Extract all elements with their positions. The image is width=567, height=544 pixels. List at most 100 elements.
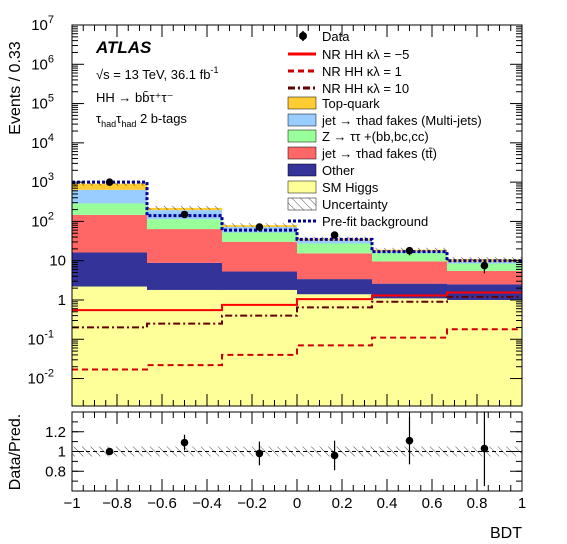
y-tick-label-0: 107 xyxy=(31,14,54,34)
ratio-y-label: Data/Pred. xyxy=(7,414,24,490)
bar-2-0 xyxy=(72,214,147,253)
legend-item-multijet: jet → τhad fakes (Multi-jets) xyxy=(287,113,482,128)
legend-label: jet → τhad fakes (tt̄) xyxy=(321,146,437,161)
ratio-panel: 0.811.2−1 −0.8 −0.6 −0.4 −0.2 0 0.2 0.4 0.6 0.8 1 … xyxy=(7,411,526,542)
bar-3-1 xyxy=(146,219,223,230)
legend-item-kl-1: NR HH κλ = 1 xyxy=(288,64,402,79)
x-tick-label-8: 0.6 xyxy=(422,495,443,512)
legend-label: NR HH κλ = 1 xyxy=(322,64,402,79)
data-point-4 xyxy=(405,246,414,255)
legend-label: Pre-fit background xyxy=(322,214,428,229)
x-tick-label-4: −0.2 xyxy=(237,495,267,512)
x-tick-label-0: −1 xyxy=(63,495,80,512)
legend-item-uncertainty: Uncertainty xyxy=(287,197,388,212)
bar-5-0 xyxy=(72,183,147,190)
bar-0-1 xyxy=(146,289,223,406)
bar-3-0 xyxy=(72,203,147,215)
y-tick-label-3: 104 xyxy=(31,132,54,152)
data-point-1 xyxy=(180,210,189,219)
background-stack xyxy=(72,183,522,406)
legend-label: Z → ττ +(bb,bc,cc) xyxy=(322,129,429,144)
signal-line-0 xyxy=(72,291,522,312)
ratio-y-tick-label-0: 0.8 xyxy=(45,463,66,480)
process-label: HH → bb̄τ⁺τ⁻ xyxy=(96,90,173,105)
bar-2-4 xyxy=(371,261,448,284)
x-tick-label-1: −0.8 xyxy=(102,495,132,512)
legend: Data NR HH κλ = −5 NR HH κλ = 1 NR HH κλ… xyxy=(287,29,482,229)
y-tick-label-6: 10 xyxy=(49,253,66,270)
bar-3-4 xyxy=(371,253,448,262)
ratio-y-tick-label-2: 1.2 xyxy=(45,424,66,441)
bar-1-2 xyxy=(222,271,297,290)
x-tick-label-6: 0.2 xyxy=(332,495,353,512)
ratio-point-2 xyxy=(255,449,264,458)
legend-item-data: Data xyxy=(299,29,350,44)
bar-4-3 xyxy=(297,240,372,244)
ratio-axis-ticks: 0.8 1 1.2 −1 −0.8 −0.6 −0.4 −0.2 0 0.2 0.4 0.6 0.8 1 xyxy=(45,412,526,512)
ratio-points xyxy=(105,412,489,487)
unc-5 xyxy=(447,257,522,262)
y-tick-label-7: 1 xyxy=(58,292,66,309)
legend-item-top: Top-quark xyxy=(287,96,380,111)
legend-item-ttbar-fakes: jet → τhad fakes (tt̄) xyxy=(287,146,437,161)
legend-label: Other xyxy=(322,163,355,178)
main-frame xyxy=(71,24,523,407)
bar-3-2 xyxy=(222,232,297,242)
x-tick-label-7: 0.4 xyxy=(377,495,398,512)
atlas-brand: ATLAS xyxy=(95,38,152,57)
x-tick-label-5: 0 xyxy=(293,495,301,512)
legend-label: jet → τhad fakes (Multi-jets) xyxy=(321,113,482,128)
energy-label: √s = 13 TeV, 36.1 fb-1 xyxy=(96,65,219,82)
signal-line-2 xyxy=(72,295,522,329)
prefit-line xyxy=(72,180,522,263)
legend-item-kl-m5: NR HH κλ = −5 xyxy=(288,47,409,62)
data-point-0 xyxy=(105,178,114,186)
ratio-point-1 xyxy=(180,438,189,447)
legend-label: NR HH κλ = 10 xyxy=(322,81,409,96)
data-point-2 xyxy=(255,223,264,231)
data-point-3 xyxy=(330,231,339,239)
legend-label: Data xyxy=(322,29,350,44)
bar-3-3 xyxy=(297,243,372,254)
bar-2-2 xyxy=(222,241,297,272)
signal-line-1 xyxy=(72,328,522,371)
x-tick-label-2: −0.6 xyxy=(147,495,177,512)
y-tick-label-8: 10-1 xyxy=(28,328,54,348)
ratio-point-0 xyxy=(105,447,114,456)
legend-label: Uncertainty xyxy=(322,197,388,212)
ratio-point-3 xyxy=(330,451,339,460)
data-point-5 xyxy=(480,261,489,270)
ratio-uncertainty-band xyxy=(72,446,522,457)
legend-item-sm-higgs: SM Higgs xyxy=(287,180,379,195)
channel-label: τhadτhad 2 b-tags xyxy=(96,111,187,129)
bar-1-3 xyxy=(297,279,372,295)
unc-1 xyxy=(146,205,223,210)
bar-0-2 xyxy=(222,289,297,406)
bar-2-3 xyxy=(297,253,372,280)
signal-lines xyxy=(72,291,522,371)
bar-1-1 xyxy=(146,262,223,290)
ratio-y-tick-label-1: 1 xyxy=(58,444,66,461)
legend-item-ztautau: Z → ττ +(bb,bc,cc) xyxy=(287,129,429,144)
ratio-point-4 xyxy=(405,436,414,445)
x-tick-label-9: 0.8 xyxy=(467,495,488,512)
y-axis-label: Events / 0.33 xyxy=(7,41,24,134)
bar-0-4 xyxy=(371,298,448,406)
bar-2-5 xyxy=(447,270,522,285)
legend-item-other: Other xyxy=(287,163,355,178)
ratio-point-5 xyxy=(480,444,489,453)
x-axis-label: BDT xyxy=(490,525,522,542)
bar-1-0 xyxy=(72,252,147,287)
x-tick-label-3: −0.4 xyxy=(192,495,222,512)
y-tick-label-1: 106 xyxy=(31,53,54,73)
y-tick-label-5: 102 xyxy=(31,210,54,230)
legend-item-kl-10: NR HH κλ = 10 xyxy=(288,81,409,96)
bar-4-0 xyxy=(72,189,147,204)
legend-label: Top-quark xyxy=(322,96,380,111)
y-tick-label-9: 10-2 xyxy=(28,368,54,388)
ratio-frame xyxy=(71,411,523,492)
prefit-background xyxy=(72,180,522,263)
